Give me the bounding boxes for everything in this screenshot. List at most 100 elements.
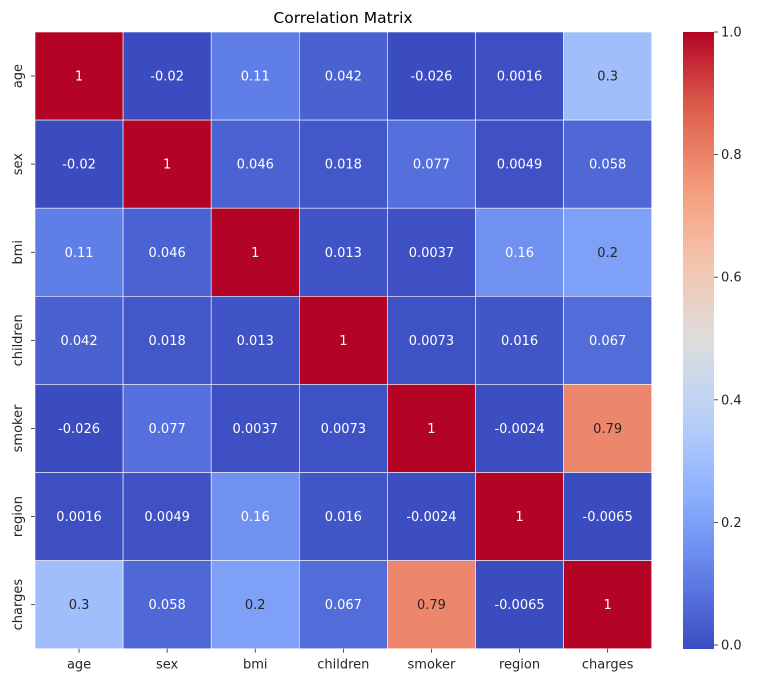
- cell-value-label: 0.79: [593, 422, 622, 437]
- cell-value-label: -0.0024: [494, 422, 544, 437]
- heatmap-cell: [210, 472, 300, 561]
- heatmap-cell: [387, 472, 476, 561]
- heatmap-cells: 1 -0.02 0.11 0.042 -0.026 0.0016 0.3 -0.02 1 0.04…: [34, 31, 652, 649]
- cell-value-label: -0.0065: [494, 598, 544, 613]
- heatmap-cell: [298, 31, 388, 121]
- cell-value-label: -0.02: [62, 158, 96, 173]
- cell-value-label: 0.0037: [233, 422, 279, 437]
- x-tick-label: age: [67, 658, 91, 673]
- heatmap-cell: [298, 560, 388, 649]
- heatmap-cell: [34, 560, 124, 649]
- cell-value-label: 1: [75, 70, 83, 85]
- heatmap-cell: [122, 31, 212, 121]
- cell-value-label: 1: [339, 334, 347, 349]
- y-tick-label: region: [11, 496, 26, 537]
- heatmap-cell: [563, 472, 652, 561]
- heatmap-cell: [563, 31, 652, 121]
- cell-value-label: 0.11: [65, 246, 94, 261]
- cell-value-label: 1: [251, 246, 259, 261]
- cell-value-label: -0.02: [150, 70, 184, 85]
- y-tick-label: smoker: [11, 404, 26, 452]
- cell-value-label: 0.058: [589, 158, 626, 173]
- cell-value-label: 0.058: [149, 598, 186, 613]
- heatmap-cell: [34, 472, 124, 561]
- heatmap-cell: [298, 472, 388, 561]
- cell-value-label: 0.042: [325, 70, 362, 85]
- cell-value-label: 0.0016: [56, 510, 102, 525]
- heatmap-cell: [387, 31, 476, 121]
- heatmap-cell: [475, 295, 564, 385]
- heatmap-cell: [563, 119, 652, 209]
- cell-value-label: 1: [604, 598, 612, 613]
- y-tick-label: bmi: [11, 240, 26, 265]
- x-tick-label: bmi: [243, 658, 268, 673]
- heatmap-cell: [475, 31, 564, 121]
- heatmap-cell: [34, 31, 124, 121]
- colorbar-tick-label: 0.4: [721, 393, 742, 408]
- heatmap-cell: [387, 207, 476, 297]
- colorbar: [683, 32, 714, 649]
- colorbar-tick-label: 0.2: [721, 516, 742, 531]
- heatmap-cell: [563, 295, 652, 385]
- chart-title: Correlation Matrix: [273, 9, 412, 27]
- x-tick-label: charges: [582, 658, 634, 673]
- heatmap-cell: [122, 472, 212, 561]
- y-tick-label: age: [11, 64, 26, 88]
- heatmap-cell: [122, 560, 212, 649]
- cell-value-label: 0.016: [325, 510, 362, 525]
- cell-value-label: 0.046: [149, 246, 186, 261]
- cell-value-label: 0.0073: [321, 422, 367, 437]
- cell-value-label: 0.79: [417, 598, 446, 613]
- cell-value-label: 0.077: [413, 158, 450, 173]
- x-tick-label: smoker: [408, 658, 456, 673]
- cell-value-label: 0.11: [241, 70, 270, 85]
- heatmap-cell: [387, 119, 476, 209]
- heatmap-cell: [122, 295, 212, 385]
- cell-value-label: 0.077: [149, 422, 186, 437]
- cell-value-label: 0.046: [237, 158, 274, 173]
- heatmap-cell: [298, 295, 388, 385]
- heatmap-cell: [210, 560, 300, 649]
- cell-value-label: 1: [427, 422, 435, 437]
- y-axis-ticks: age sex bmi children smoker region charges: [11, 64, 35, 630]
- cell-value-label: 0.3: [597, 70, 618, 85]
- x-axis-ticks: age sex bmi children smoker region charges: [67, 648, 634, 673]
- heatmap-cell: [210, 207, 300, 297]
- heatmap-cell: [210, 31, 300, 121]
- heatmap-cell: [210, 119, 300, 209]
- cell-value-label: 1: [163, 158, 171, 173]
- heatmap-cell: [475, 384, 564, 473]
- cell-value-label: 0.2: [245, 598, 266, 613]
- cell-value-label: 0.013: [237, 334, 274, 349]
- cell-value-label: 0.042: [60, 334, 97, 349]
- colorbar-tick-label: 0.6: [721, 271, 742, 286]
- colorbar-tick-label: 1.0: [721, 26, 742, 41]
- cell-value-label: 0.013: [325, 246, 362, 261]
- cell-value-label: -0.0024: [406, 510, 456, 525]
- cell-value-label: 0.018: [325, 158, 362, 173]
- x-tick-label: children: [317, 658, 369, 673]
- heatmap-cell: [475, 560, 564, 649]
- cell-value-label: 0.3: [69, 598, 90, 613]
- heatmap-cell: [475, 119, 564, 209]
- y-tick-label: charges: [11, 579, 26, 631]
- cell-value-label: 0.16: [505, 246, 534, 261]
- cell-value-label: 1: [515, 510, 523, 525]
- heatmap-cell: [563, 384, 652, 473]
- heatmap-cell: [122, 207, 212, 297]
- cell-value-label: 0.016: [501, 334, 538, 349]
- cell-value-label: 0.067: [589, 334, 626, 349]
- heatmap-cell: [298, 207, 388, 297]
- heatmap-cell: [34, 119, 124, 209]
- cell-value-label: 0.0016: [497, 70, 543, 85]
- cell-value-label: 0.067: [325, 598, 362, 613]
- colorbar-tick-label: 0.8: [721, 148, 742, 163]
- colorbar-ticks: 0.0 0.2 0.4 0.6 0.8 1.0: [714, 26, 742, 654]
- heatmap-cell: [210, 384, 300, 473]
- cell-value-label: 0.0049: [144, 510, 190, 525]
- heatmap-cell: [563, 207, 652, 297]
- y-tick-label: children: [11, 314, 26, 366]
- heatmap-cell: [387, 560, 476, 649]
- heatmap-cell: [475, 207, 564, 297]
